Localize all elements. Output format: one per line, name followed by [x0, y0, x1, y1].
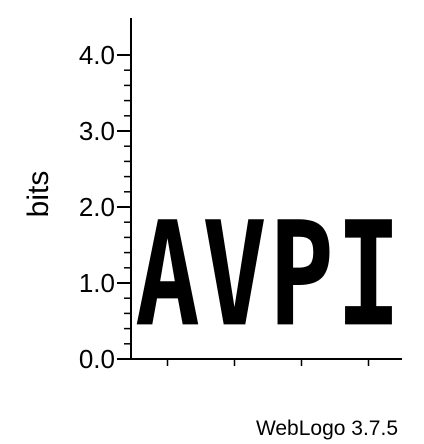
logo-letter-i: I [336, 192, 401, 360]
y-tick-labels: 0.0 1.0 2.0 3.0 4.0 [79, 40, 115, 374]
x-ticks [166, 359, 370, 366]
y-tick-label: 2.0 [79, 192, 115, 222]
y-tick-label: 0.0 [79, 344, 115, 374]
y-axis-title: bits [22, 171, 55, 218]
logo-letter-p: P [269, 192, 334, 360]
y-major-ticks [117, 54, 131, 360]
logo-letter-v: V [202, 192, 267, 360]
y-minor-ticks [124, 69, 131, 345]
x-axis [131, 358, 402, 366]
logo-letter-a: A [135, 192, 200, 360]
y-tick-label: 3.0 [79, 116, 115, 146]
y-axis: 0.0 1.0 2.0 3.0 4.0 [79, 18, 132, 374]
y-tick-label: 1.0 [79, 268, 115, 298]
y-tick-label: 4.0 [79, 40, 115, 70]
weblogo-version-label: WebLogo 3.7.5 [256, 417, 398, 440]
